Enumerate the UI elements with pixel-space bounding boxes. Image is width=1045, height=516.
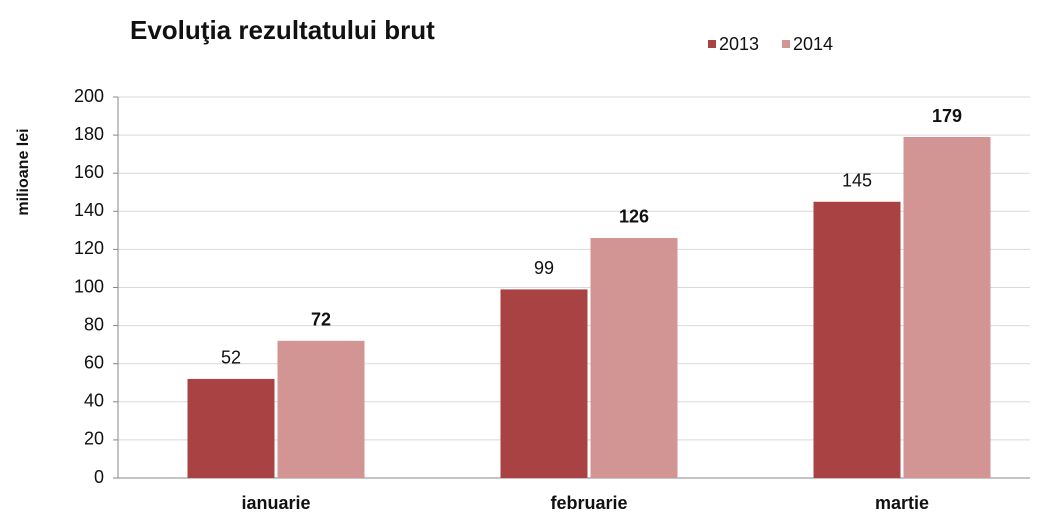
x-tick-label: februarie [550, 493, 627, 513]
y-tick-label: 140 [74, 200, 104, 220]
y-tick-label: 40 [84, 391, 104, 411]
chart-title: Evoluţia rezultatului brut [130, 15, 435, 45]
y-tick-label: 100 [74, 276, 104, 296]
legend-swatch [782, 40, 790, 48]
data-label: 99 [534, 258, 554, 278]
y-tick-label: 200 [74, 86, 104, 106]
bar [813, 201, 901, 478]
y-tick-label: 180 [74, 124, 104, 144]
x-tick-label: martie [875, 493, 929, 513]
y-tick-label: 60 [84, 352, 104, 372]
bar [500, 289, 588, 478]
data-label: 72 [311, 310, 331, 330]
legend-label: 2013 [719, 34, 759, 54]
legend-label: 2014 [793, 34, 833, 54]
y-tick-label: 0 [94, 467, 104, 487]
data-label: 126 [619, 207, 649, 227]
y-tick-label: 120 [74, 238, 104, 258]
bar [590, 237, 678, 478]
bar [277, 340, 365, 478]
y-tick-label: 80 [84, 314, 104, 334]
x-tick-label: ianuarie [241, 493, 310, 513]
data-label: 52 [221, 348, 241, 368]
bar [187, 378, 275, 478]
y-tick-label: 160 [74, 162, 104, 182]
data-label: 179 [932, 106, 962, 126]
data-label: 145 [842, 171, 872, 191]
legend-swatch [708, 40, 716, 48]
y-tick-label: 20 [84, 429, 104, 449]
bar [903, 137, 991, 478]
y-axis-label: milioane lei [15, 128, 32, 215]
